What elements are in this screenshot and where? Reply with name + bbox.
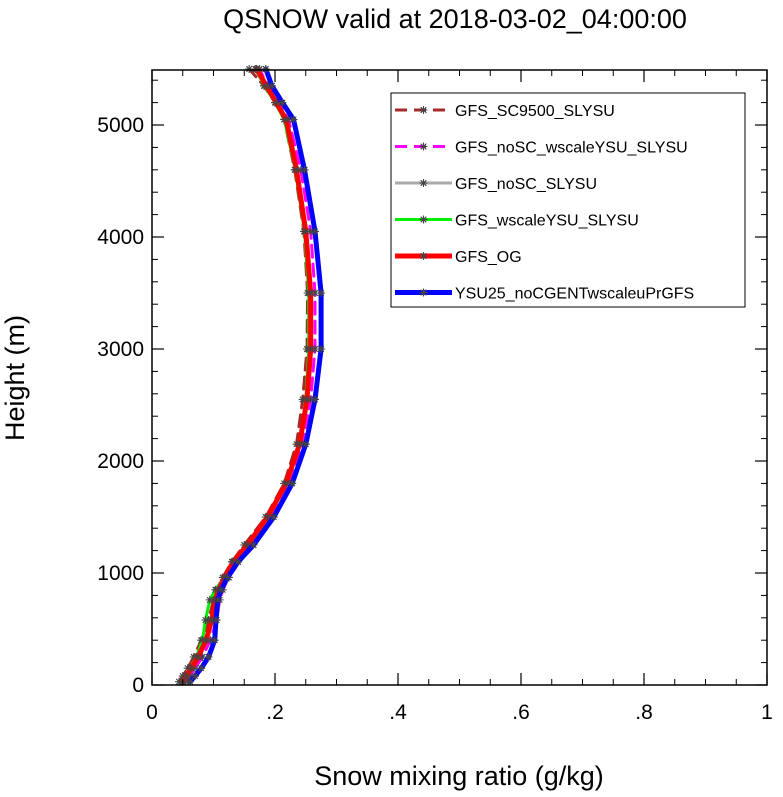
x-tick-label: .8 bbox=[635, 701, 653, 724]
x-axis-label: Snow mixing ratio (g/kg) bbox=[314, 761, 604, 791]
data-point bbox=[223, 573, 232, 582]
data-point bbox=[213, 595, 222, 604]
legend: GFS_SC9500_SLYSU GFS_noSC_wscaleYSU_SLYSU… bbox=[390, 92, 746, 308]
legend-entry: GFS_wscaleYSU_SLYSU bbox=[395, 213, 639, 230]
legend-entry: GFS_noSC_SLYSU bbox=[395, 176, 597, 193]
data-point bbox=[194, 653, 203, 661]
data-point bbox=[289, 115, 298, 124]
data-point bbox=[310, 345, 319, 353]
data-point bbox=[269, 513, 278, 521]
data-point bbox=[243, 541, 252, 549]
series-GFS_OG bbox=[178, 65, 315, 686]
y-tick-label: 1000 bbox=[97, 562, 144, 585]
data-point bbox=[306, 289, 315, 297]
data-point bbox=[205, 595, 214, 604]
data-point bbox=[197, 664, 206, 673]
data-point bbox=[301, 227, 310, 236]
x-tick-label: 0 bbox=[146, 701, 158, 724]
data-point bbox=[191, 672, 200, 681]
legend-label: GFS_wscaleYSU_SLYSU bbox=[455, 213, 639, 230]
data-point bbox=[261, 65, 270, 73]
data-point bbox=[282, 115, 291, 124]
data-point bbox=[186, 677, 195, 686]
data-point bbox=[263, 513, 272, 521]
chart-title: QSNOW valid at 2018-03-02_04:00:00 bbox=[223, 4, 687, 34]
series-line bbox=[180, 67, 311, 684]
data-point bbox=[207, 616, 216, 625]
data-point bbox=[211, 616, 220, 625]
data-point bbox=[282, 479, 291, 488]
legend-label: GFS_noSC_SLYSU bbox=[455, 176, 597, 193]
legend-marker bbox=[419, 106, 428, 114]
legend-entry: YSU25_noCGENTwscaleuPrGFS bbox=[395, 286, 694, 303]
data-point bbox=[201, 616, 210, 625]
data-point bbox=[306, 345, 315, 353]
data-point bbox=[262, 81, 271, 90]
legend-box bbox=[390, 92, 746, 308]
data-point bbox=[317, 289, 326, 297]
data-point bbox=[229, 557, 238, 566]
data-point bbox=[202, 636, 211, 645]
series-GFS_SC9500_SLYSU bbox=[175, 65, 312, 686]
legend-entry: GFS_noSC_wscaleYSU_SLYSU bbox=[395, 140, 688, 157]
y-tick-label: 3000 bbox=[97, 338, 144, 361]
series-YSU25_noCGENTwscaleuPrGFS bbox=[186, 65, 326, 686]
y-tick-label: 4000 bbox=[97, 226, 144, 249]
x-tick-label: .6 bbox=[512, 701, 530, 724]
data-point bbox=[295, 440, 304, 449]
data-point bbox=[267, 81, 276, 90]
data-point bbox=[182, 672, 191, 681]
legend-marker bbox=[419, 142, 428, 151]
data-point bbox=[306, 227, 315, 236]
y-tick-label: 0 bbox=[132, 674, 144, 697]
data-point bbox=[288, 479, 297, 488]
legend-marker bbox=[419, 215, 428, 224]
data-point bbox=[204, 653, 213, 661]
data-point bbox=[301, 440, 310, 449]
x-tick-label: .2 bbox=[266, 701, 284, 724]
y-axis-label: Height (m) bbox=[0, 315, 30, 441]
data-point bbox=[302, 395, 311, 404]
legend-label: GFS_SC9500_SLYSU bbox=[455, 103, 615, 120]
data-point bbox=[206, 636, 215, 645]
data-point bbox=[317, 345, 326, 353]
legend-entry: GFS_OG bbox=[395, 249, 522, 266]
legend-label: GFS_noSC_wscaleYSU_SLYSU bbox=[455, 140, 688, 157]
data-point bbox=[216, 585, 225, 594]
plot-frame bbox=[151, 69, 768, 686]
series-lines bbox=[175, 65, 326, 686]
data-point bbox=[245, 65, 254, 73]
data-point bbox=[252, 65, 261, 73]
data-point bbox=[300, 165, 309, 174]
legend-marker bbox=[419, 252, 428, 260]
data-point bbox=[198, 653, 207, 661]
x-tick-label: 1 bbox=[761, 701, 773, 724]
legend-label: YSU25_noCGENTwscaleuPrGFS bbox=[455, 286, 694, 303]
data-point bbox=[234, 557, 243, 566]
x-tick-label: .4 bbox=[389, 701, 407, 724]
y-tick-label: 2000 bbox=[97, 450, 144, 473]
legend-label: GFS_OG bbox=[455, 249, 522, 266]
data-point bbox=[272, 98, 281, 107]
legend-marker bbox=[419, 288, 428, 297]
data-point bbox=[249, 541, 258, 549]
legend-entry: GFS_SC9500_SLYSU bbox=[395, 103, 615, 120]
axes: 0 .2 .4 .6 .8 1 0 1000 2000 3000 4000 5000 bbox=[97, 70, 773, 724]
series-line bbox=[177, 67, 310, 684]
data-point bbox=[310, 227, 319, 236]
data-point bbox=[187, 664, 196, 673]
legend-marker bbox=[419, 179, 428, 187]
data-point bbox=[210, 636, 219, 645]
y-tick-label: 5000 bbox=[97, 114, 144, 137]
data-point bbox=[292, 165, 301, 174]
data-point bbox=[310, 289, 319, 297]
data-point bbox=[278, 98, 287, 107]
data-point bbox=[310, 395, 319, 404]
series-GFS_noSC_wscaleYSU_SLYSU bbox=[181, 65, 319, 686]
series-line bbox=[187, 66, 324, 685]
